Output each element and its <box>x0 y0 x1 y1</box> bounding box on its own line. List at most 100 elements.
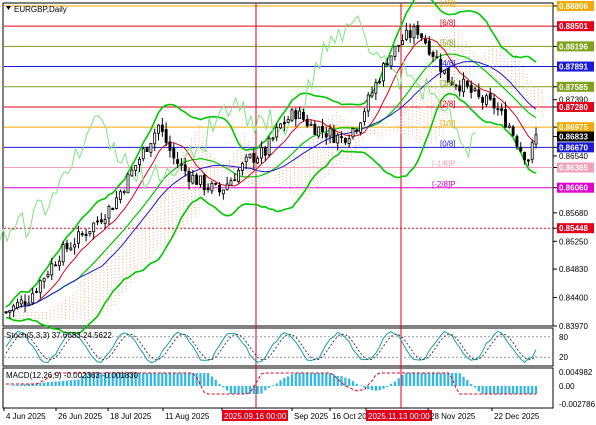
candle-body <box>530 142 534 160</box>
candle-body <box>111 207 115 211</box>
macd-axis-label: -0.002786 <box>559 400 596 409</box>
candle-body <box>244 156 248 163</box>
price-label: 0.86975 <box>559 123 588 132</box>
candle-body <box>507 125 511 128</box>
candle-body <box>19 299 23 305</box>
candle-body <box>57 260 61 266</box>
candle-body <box>385 63 389 66</box>
candle-body <box>343 137 347 143</box>
stochastic-frame <box>2 327 554 367</box>
time-label: 2025.09.16 00:00 <box>224 412 287 421</box>
bollinger-lower-line <box>5 92 537 335</box>
price-label: 0.87585 <box>559 83 588 92</box>
murrey-level-label: [0/8] <box>440 140 456 149</box>
candle-body <box>157 124 160 134</box>
candle-body <box>492 98 496 109</box>
candle-body <box>107 206 111 219</box>
candle-body <box>76 231 80 244</box>
candle-body <box>309 123 313 126</box>
candle-body <box>515 136 519 147</box>
candle-body <box>401 40 404 45</box>
chart-title: EURGBP,Daily <box>14 5 67 14</box>
candle-body <box>416 25 420 35</box>
time-label-box <box>366 410 432 421</box>
candle-body <box>340 136 343 138</box>
price-label: 0.86540 <box>559 152 588 161</box>
candle-body <box>523 151 527 161</box>
time-label: 28 Nov 2025 <box>430 412 476 421</box>
macd-frame <box>2 367 554 409</box>
time-label: 4 Jun 2025 <box>6 412 46 421</box>
candle-body <box>484 95 488 105</box>
candle-body <box>38 280 42 293</box>
murrey-level-label: [4/8] <box>440 59 456 68</box>
time-label: 16 Oct 2025 <box>332 412 376 421</box>
murrey-lines <box>4 5 553 229</box>
candle-body <box>511 126 515 136</box>
time-label: 18 Jul 2025 <box>110 412 152 421</box>
candle-body <box>99 219 103 223</box>
murrey-level-label: [3/8] <box>440 79 456 88</box>
candle-body <box>370 92 374 97</box>
candle-body <box>389 55 393 67</box>
candle-body <box>149 142 153 153</box>
price-label: 0.84830 <box>559 265 588 274</box>
candle-body <box>519 147 523 152</box>
candlesticks <box>4 20 538 320</box>
candle-body <box>164 129 168 144</box>
stoch-d-line <box>5 333 537 361</box>
candle-body <box>412 26 416 39</box>
stoch-axis-label: 80 <box>559 333 568 342</box>
candle-body <box>488 93 492 100</box>
candle-body <box>46 274 50 278</box>
candle-body <box>260 147 263 159</box>
price-label: 0.87390 <box>559 96 588 105</box>
candle-body <box>88 231 92 235</box>
candle-body <box>393 45 397 57</box>
candle-body <box>118 191 122 200</box>
macd-axis-label: 0.00 <box>559 382 575 391</box>
candle-body <box>240 163 244 171</box>
candle-body <box>526 159 530 162</box>
price-axis: 0.88806 0.88501 0.88196 0.87891 0.87585 0.873… <box>553 1 594 331</box>
murrey-level-label: [2/8] <box>440 99 456 108</box>
stoch-axis-label: 20 <box>559 353 568 362</box>
candle-body <box>65 242 69 250</box>
dropdown-triangle-icon <box>6 6 11 10</box>
candle-body <box>290 109 294 121</box>
candle-body <box>210 183 214 192</box>
bollinger-upper-line <box>5 0 537 308</box>
candle-body <box>195 174 199 185</box>
candle-body <box>351 128 355 138</box>
candle-body <box>214 182 218 185</box>
candle-body <box>126 173 130 194</box>
candle-body <box>332 129 336 143</box>
candle-body <box>138 158 141 165</box>
candle-body <box>423 38 427 44</box>
candle-body <box>477 89 481 97</box>
candle-body <box>4 311 8 314</box>
time-axis: 4 Jun 2025 26 Jun 2025 18 Jul 2025 11 Aug 2… <box>3 408 540 421</box>
candle-body <box>347 138 351 144</box>
candle-body <box>336 134 340 144</box>
stoch-k-line <box>5 330 537 364</box>
murrey-level-label: [5/8] <box>440 38 456 47</box>
candle-body <box>366 94 370 112</box>
candle-body <box>256 158 260 164</box>
price-label: 0.86365 <box>559 164 588 173</box>
price-label: 0.86670 <box>559 143 588 152</box>
candle-body <box>35 291 38 293</box>
candle-body <box>160 124 164 132</box>
candle-body <box>465 80 469 87</box>
candle-body <box>187 171 191 183</box>
candle-body <box>176 159 180 164</box>
price-label: 0.84400 <box>559 294 588 303</box>
candle-body <box>458 85 462 92</box>
murrey-level-label: [-1/8]P <box>432 160 456 169</box>
candle-body <box>263 146 267 156</box>
candle-body <box>134 165 138 171</box>
candle-body <box>481 97 485 103</box>
price-label-box <box>557 1 594 11</box>
